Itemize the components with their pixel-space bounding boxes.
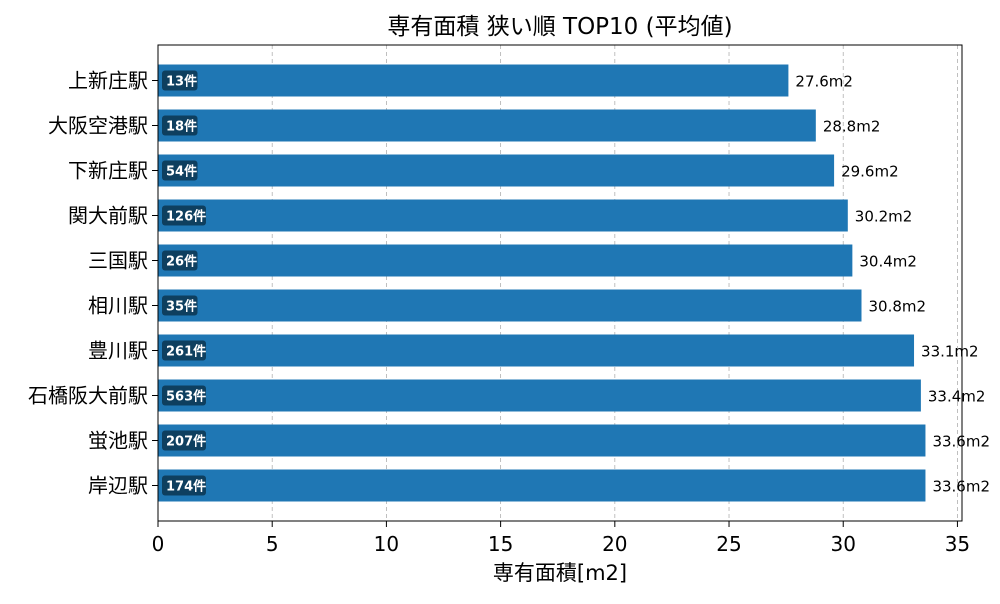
value-label: 30.8m2 (869, 298, 927, 316)
count-badge (162, 205, 206, 226)
count-badge (162, 160, 198, 181)
plot-area-frame (157, 44, 963, 522)
count-badge (162, 295, 198, 316)
count-badge (162, 115, 198, 136)
value-label: 33.4m2 (928, 388, 986, 406)
count-label: 13件 (166, 74, 197, 90)
count-label: 26件 (166, 254, 197, 270)
y-tick-label: 上新庄駅 (68, 69, 148, 93)
bar (158, 379, 921, 412)
y-tick-label: 豊川駅 (88, 339, 148, 363)
count-label: 174件 (166, 479, 206, 495)
count-label: 207件 (166, 434, 206, 450)
count-badge (162, 340, 206, 361)
bar (158, 289, 862, 322)
count-badge (162, 430, 206, 451)
x-tick-label: 30 (831, 532, 856, 556)
x-tick-label: 25 (716, 532, 741, 556)
value-label: 30.4m2 (859, 253, 917, 271)
bars: 13件 27.6m2 18件 28.8m2 54件 29.6m2 126件 30.2m2 26件… (158, 64, 990, 502)
chart-title: 専有面積 狭い順 TOP10 (平均値) (387, 14, 732, 40)
value-label: 33.6m2 (932, 433, 990, 451)
y-tick-label: 岸辺駅 (88, 474, 148, 498)
count-label: 563件 (166, 389, 206, 405)
bar (158, 199, 848, 232)
bar (158, 244, 853, 277)
x-tick-label: 5 (266, 532, 279, 556)
count-badge (162, 250, 198, 271)
value-label: 29.6m2 (841, 163, 899, 181)
count-badge (162, 385, 206, 406)
x-tick-label: 10 (374, 532, 399, 556)
y-tick-label: 蛍池駅 (88, 429, 148, 453)
x-axis-ticks: 0 5 10 15 20 25 30 35 (152, 521, 970, 556)
count-label: 126件 (166, 209, 206, 225)
bar (158, 424, 926, 457)
y-tick-label: 関大前駅 (68, 204, 148, 228)
x-tick-label: 20 (602, 532, 627, 556)
count-badge (162, 70, 198, 91)
bar (158, 334, 915, 367)
y-tick-label: 石橋阪大前駅 (28, 384, 148, 408)
x-tick-label: 15 (488, 532, 513, 556)
count-label: 54件 (166, 164, 197, 180)
value-label: 33.6m2 (932, 478, 990, 496)
count-label: 18件 (166, 119, 197, 135)
y-tick-label: 大阪空港駅 (48, 114, 148, 138)
count-label: 35件 (166, 299, 197, 315)
bar (158, 64, 789, 97)
value-label: 27.6m2 (795, 73, 853, 91)
y-tick-label: 下新庄駅 (68, 159, 148, 183)
value-label: 30.2m2 (855, 208, 913, 226)
x-tick-label: 35 (945, 532, 970, 556)
bar (158, 469, 926, 502)
count-badge (162, 475, 206, 496)
x-axis-label: 専有面積[m2] (493, 561, 627, 585)
y-tick-label: 相川駅 (88, 294, 148, 318)
x-tick-label: 0 (152, 532, 165, 556)
value-label: 28.8m2 (823, 118, 881, 136)
value-label: 33.1m2 (921, 343, 979, 361)
bar (158, 109, 816, 142)
count-label: 261件 (166, 344, 206, 360)
y-tick-label: 三国駅 (88, 249, 148, 273)
bar (158, 154, 835, 187)
